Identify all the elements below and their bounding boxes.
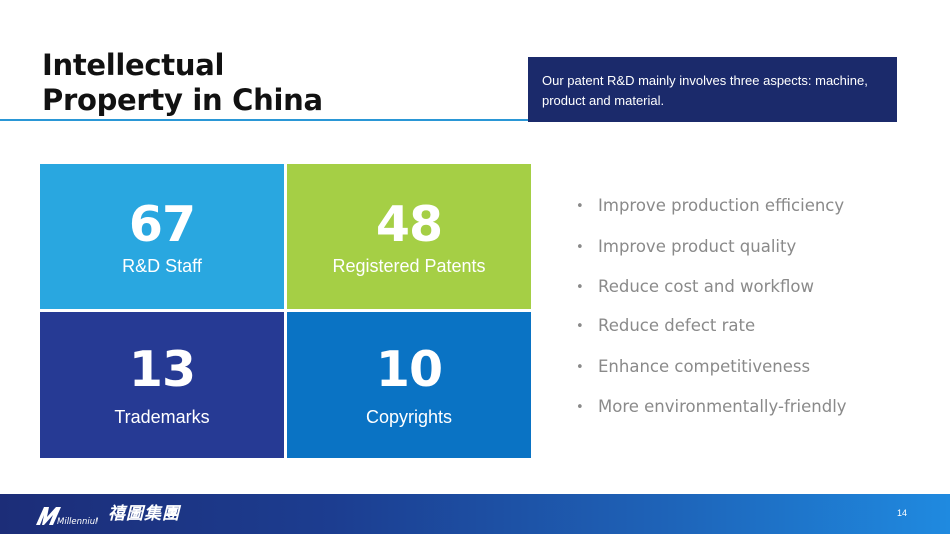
stat-tile-patents: 48 Registered Patents	[287, 164, 531, 309]
stat-value: 10	[375, 341, 443, 398]
millennium-logo-icon: MillenniuM	[36, 507, 98, 527]
list-item: • Reduce defect rate	[576, 315, 755, 338]
stat-label: Trademarks	[114, 407, 210, 427]
bullet-icon: •	[576, 199, 584, 214]
company-name: 禧圖集團	[108, 504, 180, 524]
list-item: • More environmentally-friendly	[576, 396, 847, 419]
list-item: • Enhance competitiveness	[576, 356, 810, 379]
list-item-text: Reduce defect rate	[598, 316, 756, 335]
page-number: 14	[896, 508, 907, 518]
stat-label: Registered Patents	[332, 256, 486, 276]
stat-label: R&D Staff	[122, 256, 202, 276]
bullet-icon: •	[576, 319, 584, 334]
list-item: • Improve product quality	[576, 236, 796, 259]
callout-box: Our patent R&D mainly involves three asp…	[528, 57, 897, 122]
list-item-text: Enhance competitiveness	[598, 357, 811, 376]
stat-tile-copyrights: 10 Copyrights	[287, 312, 531, 458]
footer-bar: MillenniuM 禧圖集團 14	[0, 494, 950, 534]
callout-text: Our patent R&D mainly involves three asp…	[542, 73, 868, 108]
stat-value: 13	[128, 341, 196, 398]
title-line-1: Intellectual	[42, 48, 225, 82]
bullet-icon: •	[576, 400, 584, 415]
list-item-text: Reduce cost and workflow	[598, 277, 814, 296]
stat-tile-rd-staff: 67 R&D Staff	[40, 164, 284, 309]
list-item-text: Improve production efficiency	[598, 196, 845, 215]
stat-value: 48	[375, 196, 443, 253]
list-item: • Reduce cost and workflow	[576, 276, 814, 299]
list-item-text: Improve product quality	[598, 237, 797, 256]
title-line-2: Property in China	[42, 83, 323, 117]
stat-label: Copyrights	[365, 407, 453, 427]
bullet-icon: •	[576, 240, 584, 255]
slide-title: Intellectual Property in China	[42, 48, 323, 118]
bullet-icon: •	[576, 360, 584, 375]
list-item-text: More environmentally-friendly	[598, 397, 847, 416]
stat-value: 67	[128, 196, 196, 253]
logo-wordmark: MillenniuM	[57, 517, 98, 527]
list-item: • Improve production efficiency	[576, 195, 844, 218]
stat-tile-trademarks: 13 Trademarks	[40, 312, 284, 458]
bullet-icon: •	[576, 280, 584, 295]
title-underline	[0, 119, 528, 121]
